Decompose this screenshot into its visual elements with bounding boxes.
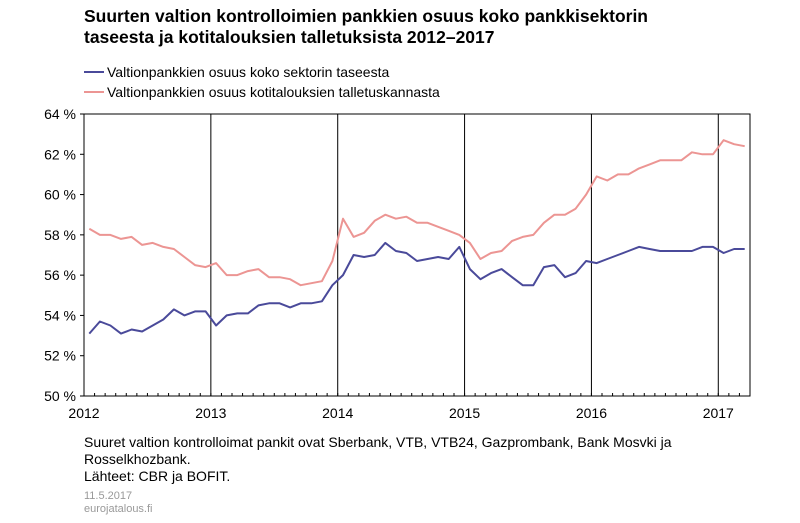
y-tick-label: 58 % xyxy=(44,227,76,243)
series-line-balance-share xyxy=(88,241,745,335)
y-tick-label: 50 % xyxy=(44,388,76,404)
chart-notes: Suuret valtion kontrolloimat pankit ovat… xyxy=(84,434,784,485)
notes-banks-line1: Suuret valtion kontrolloimat pankit ovat… xyxy=(84,434,672,450)
legend-label-balance-share: Valtionpankkien osuus koko sektorin tase… xyxy=(107,64,390,80)
y-tick-label: 64 % xyxy=(44,106,76,122)
x-tick-label: 2014 xyxy=(322,405,353,421)
y-tick-label: 52 % xyxy=(44,348,76,364)
y-tick-label: 60 % xyxy=(44,187,76,203)
series-line-deposit-share xyxy=(88,139,745,287)
x-tick-label: 2016 xyxy=(576,405,607,421)
chart-title: Suurten valtion kontrolloimien pankkien … xyxy=(84,6,784,48)
legend-swatch-balance-share xyxy=(84,71,104,73)
chart-title-line1: Suurten valtion kontrolloimien pankkien … xyxy=(84,6,648,26)
plot-area xyxy=(83,113,751,397)
x-tick-label: 2012 xyxy=(68,405,99,421)
legend-swatch-deposit-share xyxy=(84,91,104,93)
y-tick-label: 54 % xyxy=(44,307,76,323)
footer-site: eurojatalous.fi xyxy=(84,503,153,515)
notes-banks-line2: Rosselkhozbank. xyxy=(84,451,191,467)
notes-sources: Lähteet: CBR ja BOFIT. xyxy=(84,468,231,484)
x-tick-label: 2013 xyxy=(195,405,226,421)
legend-item-deposit-share: Valtionpankkien osuus kotitalouksien tal… xyxy=(84,83,440,101)
x-tick-label: 2017 xyxy=(703,405,734,421)
chart-title-line2: taseesta ja kotitalouksien talletuksista… xyxy=(84,27,495,47)
legend-item-balance-share: Valtionpankkien osuus koko sektorin tase… xyxy=(84,63,440,81)
footer-date: 11.5.2017 xyxy=(84,490,133,502)
y-tick-label: 62 % xyxy=(44,146,76,162)
x-tick-label: 2015 xyxy=(449,405,480,421)
y-tick-label: 56 % xyxy=(44,267,76,283)
legend-label-deposit-share: Valtionpankkien osuus kotitalouksien tal… xyxy=(107,84,440,100)
legend: Valtionpankkien osuus koko sektorin tase… xyxy=(84,63,440,103)
footer: 11.5.2017 eurojatalous.fi xyxy=(84,490,153,516)
